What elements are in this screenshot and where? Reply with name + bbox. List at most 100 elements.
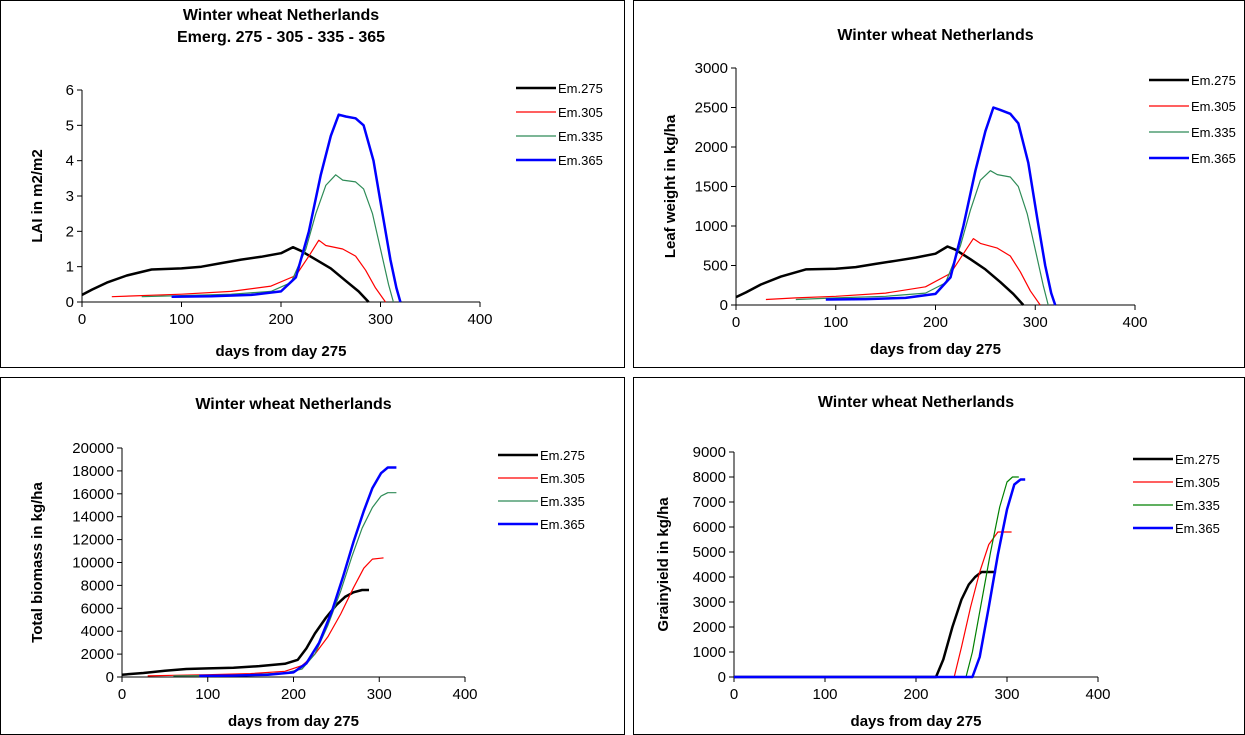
legend-label: Em.305 [540,471,585,486]
y-axis-label: Leaf weight in kg/ha [662,114,679,258]
y-tick-label: 20000 [72,440,114,457]
x-axis-label: days from day 275 [870,341,1001,358]
x-tick-label: 400 [1085,686,1110,703]
x-axis-label: days from day 275 [228,713,359,730]
series-line-em-305 [111,239,386,303]
chart-title: Winter wheat Netherlands [837,27,1033,44]
legend-label: Em.275 [1175,452,1220,467]
x-tick-label: 100 [169,311,194,328]
series-line-em-305 [734,531,1012,678]
legend-label: Em.365 [558,153,603,168]
x-tick-label: 100 [195,686,220,703]
y-tick-label: 6000 [81,600,114,617]
y-tick-label: 1000 [695,218,728,235]
series-line-em-275 [735,245,1025,306]
y-tick-label: 8000 [693,469,726,486]
chart-panel-total-biomass: Winter wheat Netherlands 0 2000 4000 6000 800… [0,377,625,735]
y-tick-label: 14000 [72,509,114,526]
chart-panel-grainyield: Winter wheat Netherlands 0 1000 2000 3000 400… [633,377,1245,735]
y-tick-label: 0 [718,669,726,686]
chart-panel-lai: Winter wheat Netherlands Emerg. 275 - 305… [0,0,625,368]
y-tick-label: 6000 [693,519,726,536]
x-axis-label: days from day 275 [851,713,982,730]
series-line-em-305 [765,238,1041,306]
y-tick-label: 3000 [693,594,726,611]
y-tick-label: 12000 [72,532,114,549]
y-axis-label: Grainyield in kg/ha [655,497,672,632]
x-tick-label: 100 [812,686,837,703]
y-tick-label: 4000 [693,569,726,586]
y-axis-label: LAI in m2/m2 [29,149,46,242]
y-tick-label: 10000 [72,555,114,572]
y-tick-label: 2000 [81,646,114,663]
legend-label: Em.365 [1191,151,1236,166]
legend-label: Em.275 [558,81,603,96]
legend-label: Em.305 [1191,99,1236,114]
total-biomass-chart: Winter wheat Netherlands0200040006000800… [0,377,625,735]
x-tick-label: 300 [1023,314,1048,331]
y-tick-label: 5000 [693,544,726,561]
series-line-em-365 [734,478,1026,679]
series-line-em-335 [795,170,1049,306]
x-tick-label: 100 [823,314,848,331]
leaf-weight-chart: Winter wheat Netherlands0500100015002000… [633,0,1245,368]
x-tick-label: 300 [994,686,1019,703]
grainyield-chart: Winter wheat Netherlands0100020003000400… [633,377,1245,735]
y-tick-label: 0 [720,297,728,314]
panel-border [0,0,625,368]
series-line-em-275 [81,245,370,303]
y-tick-label: 2000 [695,139,728,156]
series-line-em-365 [171,113,402,303]
chart-panel-leaf-weight: Winter wheat Netherlands 0 500 1000 1500 2000… [633,0,1245,368]
y-tick-label: 6 [66,82,74,99]
y-tick-label: 4 [66,153,74,170]
legend-label: Em.305 [1175,475,1220,490]
legend-label: Em.335 [1175,498,1220,513]
y-tick-label: 2 [66,223,74,240]
chart-title: Emerg. 275 - 305 - 335 - 365 [177,29,385,46]
x-tick-label: 400 [1122,314,1147,331]
x-tick-label: 200 [268,311,293,328]
y-tick-label: 8000 [81,577,114,594]
chart-title: Winter wheat Netherlands [818,394,1014,411]
x-tick-label: 200 [281,686,306,703]
chart-title: Winter wheat Netherlands [195,396,391,413]
y-tick-label: 0 [106,669,114,686]
x-tick-label: 400 [467,311,492,328]
y-tick-label: 5 [66,117,74,134]
y-tick-label: 16000 [72,486,114,503]
y-tick-label: 1500 [695,179,728,196]
series-line-em-335 [173,492,397,677]
legend-label: Em.335 [558,129,603,144]
series-line-em-365 [199,466,397,678]
x-tick-label: 0 [118,686,126,703]
x-tick-label: 400 [452,686,477,703]
y-tick-label: 2000 [693,619,726,636]
series-line-em-275 [121,588,369,676]
legend-label: Em.335 [540,494,585,509]
y-axis-label: Total biomass in kg/ha [29,482,46,643]
x-tick-label: 200 [903,686,928,703]
x-tick-label: 200 [923,314,948,331]
legend-label: Em.305 [558,105,603,120]
x-axis-label: days from day 275 [216,343,347,360]
legend-label: Em.335 [1191,125,1236,140]
x-tick-label: 0 [78,311,86,328]
y-tick-label: 3 [66,188,74,205]
x-tick-label: 0 [732,314,740,331]
lai-chart: Winter wheat Netherlands Emerg. 275 - 305… [0,0,625,368]
legend-label: Em.365 [1175,521,1220,536]
series-line-em-305 [147,557,384,677]
y-tick-label: 9000 [693,444,726,461]
y-tick-label: 4000 [81,623,114,640]
legend-label: Em.275 [540,448,585,463]
y-tick-label: 2500 [695,100,728,117]
series-line-em-275 [734,570,997,679]
x-tick-label: 0 [730,686,738,703]
y-tick-label: 0 [66,294,74,311]
y-tick-label: 500 [703,258,728,275]
legend-label: Em.365 [540,517,585,532]
series-line-em-335 [141,174,394,303]
y-tick-label: 7000 [693,494,726,511]
x-tick-label: 300 [367,686,392,703]
